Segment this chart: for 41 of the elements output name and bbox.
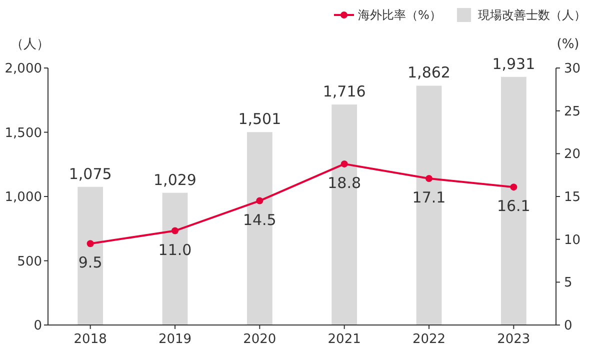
y-tick-label: 1,000: [4, 190, 42, 206]
x-tick-label: 2023: [497, 332, 530, 347]
data-label: 9.5: [78, 254, 102, 272]
y-axis-title: （人）: [10, 37, 50, 52]
y-tick-label: 2,000: [4, 62, 42, 77]
point: [340, 160, 348, 168]
data-label: 1,075: [68, 164, 112, 183]
y2-tick-label: 20: [564, 147, 581, 162]
y2-tick-label: 25: [564, 104, 581, 120]
x-tick-label: 2020: [243, 332, 276, 347]
data-label: 1,862: [408, 64, 450, 82]
point: [426, 175, 432, 182]
data-label: 17.1: [412, 188, 446, 207]
data-label: 14.5: [242, 210, 276, 229]
y-tick-label: 500: [17, 254, 42, 270]
x-tick-label: 2021: [328, 332, 361, 347]
data-label: 1,029: [154, 170, 196, 189]
y-tick-label: 0: [34, 318, 42, 334]
data-label: 11.0: [158, 240, 192, 259]
y2-tick-label: 10: [564, 232, 581, 248]
y2-tick-label: 15: [564, 190, 581, 206]
point: [256, 197, 264, 204]
y2-tick-label: 30: [564, 62, 581, 77]
bar: [78, 186, 104, 325]
data-label: 18.8: [328, 174, 362, 192]
point: [86, 240, 94, 248]
data-label: 1,931: [492, 54, 536, 73]
data-label: 1,716: [322, 82, 366, 100]
legend-label: 海外比率（%）: [358, 8, 442, 22]
point: [510, 184, 518, 191]
y-tick-label: 1,500: [4, 126, 42, 141]
data-label: 1,501: [238, 110, 282, 128]
x-tick-label: 2019: [158, 332, 192, 347]
legend-label: 現場改善士数（人）: [478, 8, 586, 22]
x-tick-label: 2018: [74, 332, 107, 347]
x-tick-label: 2022: [412, 332, 446, 347]
y2-tick-label: 5: [564, 276, 572, 291]
point: [172, 227, 178, 234]
y2-axis-title: (%): [556, 37, 580, 52]
data-label: 16.1: [496, 197, 530, 216]
y2-tick-label: 0: [564, 318, 572, 334]
